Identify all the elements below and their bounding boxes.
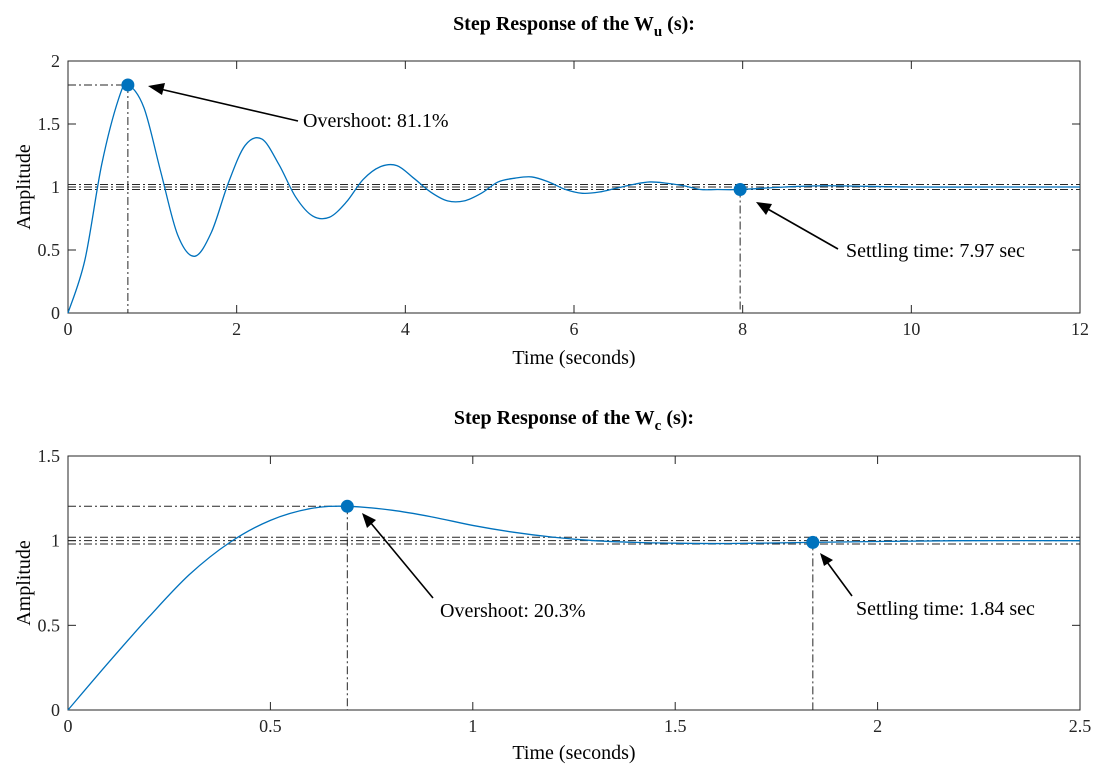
x-tick-label: 6 xyxy=(570,319,579,339)
axis-ticks-wu: 0 2 4 6 8 10 12 0 0.5 1 1.5 2 xyxy=(38,51,1090,339)
annotations-wc: Overshoot: 20.3% Settling time: 1.84 sec xyxy=(362,513,1035,622)
y-tick-label: 0 xyxy=(51,303,60,323)
y-axis-label-wu: Amplitude xyxy=(13,144,35,230)
y-tick-label: 0 xyxy=(51,700,60,720)
axis-ticks-wc: 0 0.5 1 1.5 2 2.5 0 0.5 1 1.5 xyxy=(38,446,1092,736)
settling-annotation: Settling time: 1.84 sec xyxy=(856,598,1035,620)
x-tick-label: 2 xyxy=(873,716,882,736)
y-tick-label: 0.5 xyxy=(38,615,61,635)
step-response-line xyxy=(67,83,1081,314)
series-wu xyxy=(67,78,1081,314)
plot-area-wc xyxy=(67,455,1081,711)
settling-annotation: Settling time: 7.97 sec xyxy=(846,240,1025,262)
chart-title-text: Step Response of the W xyxy=(454,407,655,429)
y-tick-label: 1.5 xyxy=(38,446,61,466)
x-tick-label: 1 xyxy=(468,716,477,736)
y-tick-label: 1 xyxy=(51,531,60,551)
peak-marker xyxy=(340,499,354,513)
settling-arrow-line xyxy=(765,207,839,250)
y-axis-label-wc: Amplitude xyxy=(13,540,35,626)
x-tick-label: 0 xyxy=(64,319,73,339)
x-tick-label: 8 xyxy=(738,319,747,339)
y-tick-label: 1.5 xyxy=(38,114,61,134)
y-tick-label: 1 xyxy=(51,177,60,197)
chart-title-subscript: u xyxy=(654,24,662,40)
y-tick-label: 0.5 xyxy=(38,240,61,260)
overshoot-arrow-head xyxy=(148,83,165,95)
overshoot-annotation: Overshoot: 81.1% xyxy=(303,110,449,132)
overshoot-arrow-head xyxy=(362,513,376,528)
settling-arrow-head xyxy=(756,202,772,215)
x-tick-label: 1.5 xyxy=(664,716,687,736)
x-tick-label: 4 xyxy=(401,319,410,339)
overshoot-arrow-line xyxy=(369,521,434,599)
x-tick-label: 12 xyxy=(1071,319,1089,339)
x-axis-label-wc: Time (seconds) xyxy=(512,742,635,764)
chart-title-wc: Step Response of the Wc (s): xyxy=(454,407,694,434)
chart-title-text: Step Response of the W xyxy=(453,13,654,35)
annotations-wu: Overshoot: 81.1% Settling time: 7.97 sec xyxy=(148,83,1025,262)
chart-title-subscript: c xyxy=(655,418,662,434)
peak-marker xyxy=(121,78,135,92)
series-wc xyxy=(67,499,1081,711)
chart-title-suffix: (s): xyxy=(662,13,695,35)
x-tick-label: 2 xyxy=(232,319,241,339)
settling-arrow-head xyxy=(820,553,833,566)
overshoot-annotation: Overshoot: 20.3% xyxy=(440,600,586,622)
y-tick-label: 2 xyxy=(51,51,60,71)
subplot-wc: Step Response of the Wc (s): 0 0.5 1 1.5 2 2.… xyxy=(13,407,1091,764)
x-axis-label-wu: Time (seconds) xyxy=(512,347,635,369)
settling-marker xyxy=(733,183,747,197)
x-tick-label: 0 xyxy=(64,716,73,736)
settling-arrow-line xyxy=(826,561,853,597)
x-tick-label: 0.5 xyxy=(259,716,282,736)
x-tick-label: 10 xyxy=(902,319,920,339)
chart-title-wu: Step Response of the Wu (s): xyxy=(453,13,695,40)
settling-marker xyxy=(806,535,820,549)
x-tick-label: 2.5 xyxy=(1069,716,1092,736)
chart-title-suffix: (s): xyxy=(661,407,694,429)
subplot-wu: Step Response of the Wu (s): 0 2 4 6 8 10 1200… xyxy=(13,13,1089,369)
overshoot-arrow-line xyxy=(159,88,299,122)
